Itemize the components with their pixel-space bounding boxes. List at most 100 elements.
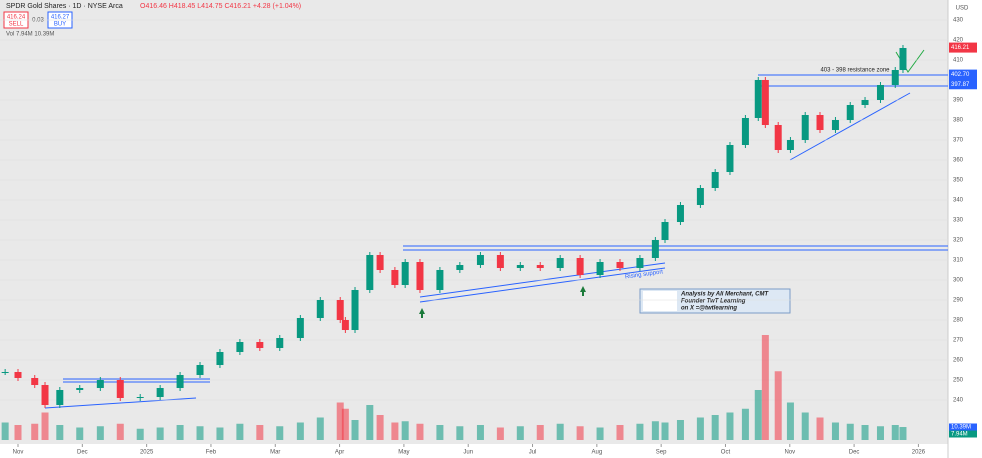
volume-bar	[391, 422, 399, 440]
ohlc: O416.46 H418.45 L414.75 C416.21 +4.28 (+…	[140, 3, 301, 10]
candle-body	[651, 240, 659, 258]
support-arrow	[419, 308, 425, 318]
volume-bar	[576, 426, 584, 440]
x-tick-label: Dec	[849, 450, 860, 456]
volume-bar	[176, 425, 184, 440]
volume-bar	[899, 427, 907, 440]
candle-body	[726, 145, 734, 172]
volume-bar	[296, 422, 304, 440]
support-arrow	[580, 286, 586, 296]
volume-bar	[1, 422, 9, 440]
volume-bar	[401, 421, 409, 440]
candle-body	[276, 338, 284, 348]
candle-body	[391, 270, 399, 285]
y-tick-label: 390	[953, 98, 964, 104]
candle-body	[296, 318, 304, 338]
y-tick-label: 320	[953, 238, 964, 244]
candle-body	[216, 352, 224, 365]
candle-body	[831, 120, 839, 130]
y-tick-label: 280	[953, 318, 964, 324]
y-tick-label: 430	[953, 18, 964, 24]
candle-body	[401, 262, 409, 285]
volume-legend: Vol 7.94M 10.39M	[6, 32, 54, 38]
volume-badge	[949, 430, 977, 438]
y-tick-label: 340	[953, 198, 964, 204]
price-badge	[949, 42, 977, 53]
volume-bar	[366, 405, 374, 440]
x-tick-label: Nov	[13, 450, 24, 456]
y-tick-label: 240	[953, 398, 964, 404]
volume-bar	[636, 423, 644, 440]
volume-bar	[316, 417, 324, 440]
volume-bar	[816, 417, 824, 440]
candle-body	[76, 388, 84, 390]
volume-bar	[774, 371, 782, 440]
x-tick-label: Aug	[591, 450, 602, 456]
volume-bar	[696, 417, 704, 440]
volume-bar	[786, 402, 794, 440]
symbol: SPDR Gold Shares · 1D · NYSE Arca	[6, 3, 123, 10]
y-tick-label: 420	[953, 38, 964, 44]
volume-bar	[516, 426, 524, 440]
x-tick-label: 2026	[912, 450, 926, 456]
price-layer: 240 250 260 270 280 290 300 310 320 330 340 350 360 3…	[0, 18, 977, 456]
volume-bar	[276, 426, 284, 440]
candle-body	[536, 265, 544, 268]
volume-bar	[256, 425, 264, 440]
drawings	[44, 49, 948, 409]
volume-badge	[949, 423, 977, 431]
volume-bar	[891, 425, 899, 440]
x-tick-label: Feb	[206, 450, 217, 456]
volume-bar	[116, 423, 124, 440]
volume-bar	[456, 426, 464, 440]
candle-body	[661, 222, 669, 240]
credit-line: Founder TwT Learning	[681, 299, 746, 305]
volume-bar	[711, 415, 719, 440]
volume-bar	[846, 423, 854, 440]
candle-body	[899, 48, 907, 70]
volume-bar	[616, 425, 624, 440]
candle-body	[96, 380, 104, 388]
candle-body	[366, 255, 374, 290]
candle-body	[861, 100, 869, 105]
volume-badge-label: 7.94M	[951, 432, 968, 438]
y-tick-label: 360	[953, 158, 964, 164]
volume-bar	[831, 422, 839, 440]
sell-label: SELL	[9, 22, 24, 28]
buy-price: 416.27	[51, 15, 70, 21]
volume-bar	[496, 427, 504, 440]
x-tick-label: May	[398, 450, 409, 456]
volume-bar	[56, 425, 64, 440]
candle-body	[786, 140, 794, 150]
buy-label: BUY	[54, 22, 66, 28]
candle-body	[596, 262, 604, 275]
volume-bar	[196, 426, 204, 440]
y-tick-label: 370	[953, 138, 964, 144]
y-tick-label: 300	[953, 278, 964, 284]
x-tick-label: Apr	[335, 450, 344, 456]
candle-body	[256, 342, 264, 348]
candle-body	[496, 255, 504, 268]
candle-body	[416, 262, 424, 290]
volume-bar	[416, 423, 424, 440]
volume-bar	[41, 412, 49, 440]
volume-bar	[661, 422, 669, 440]
header: SPDR Gold Shares · 1D · NYSE Arca O416.4…	[3, 3, 969, 38]
candle-body	[14, 372, 22, 378]
candle-body	[236, 342, 244, 352]
candle-body	[136, 397, 144, 398]
price-badge	[949, 79, 977, 90]
rising-support	[419, 267, 666, 303]
volume-bar	[436, 425, 444, 440]
y-tick-label: 290	[953, 298, 964, 304]
volume-bar	[801, 412, 809, 440]
price-badge	[949, 69, 977, 80]
volume-bar	[376, 415, 384, 440]
volume-bar	[596, 427, 604, 440]
candle-body	[456, 265, 464, 270]
y-tick-label: 350	[953, 178, 964, 184]
plot-area	[0, 0, 948, 444]
price-badge-label: 416.21	[951, 45, 970, 51]
x-tick-label: Dec	[77, 450, 88, 456]
x-tick-label: Nov	[784, 450, 795, 456]
